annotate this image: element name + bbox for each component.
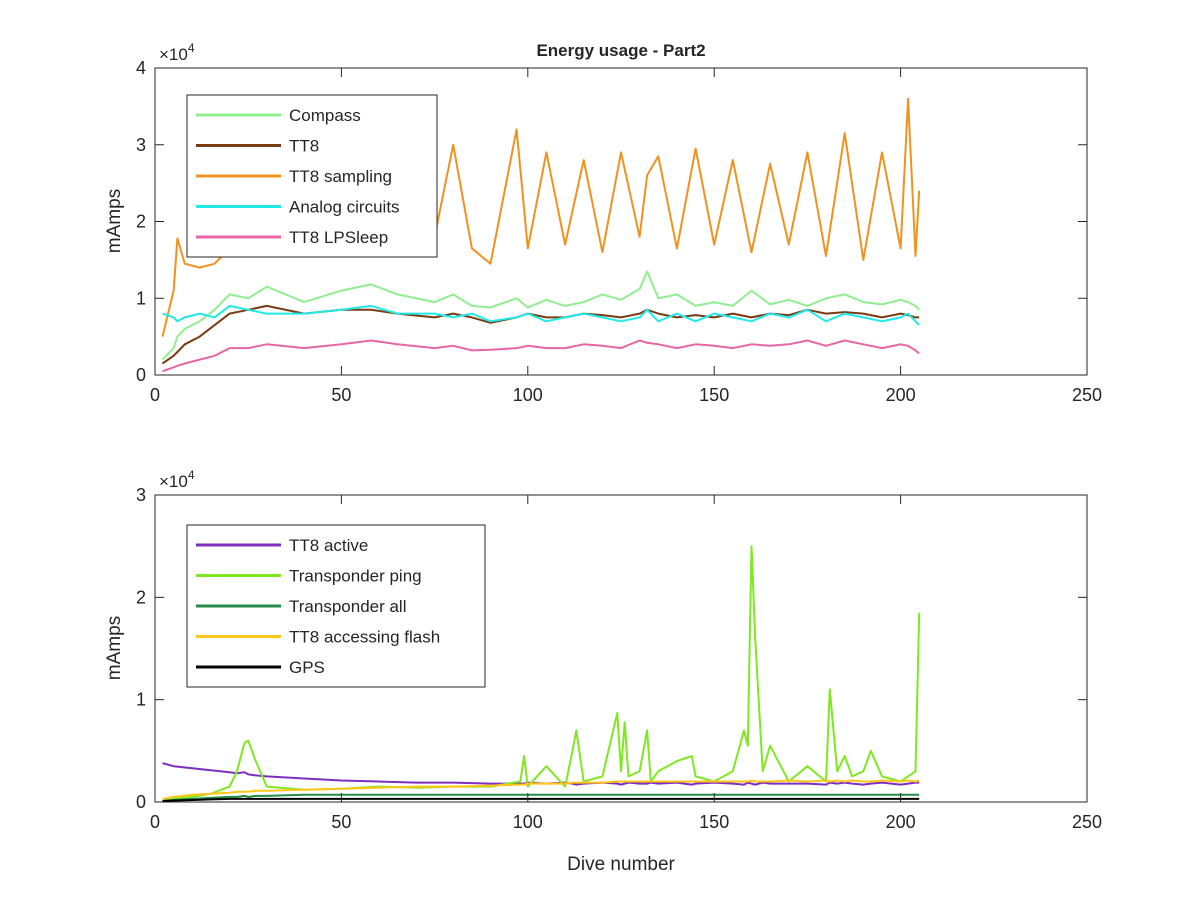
bottom-x-axis-label: Dive number — [567, 854, 675, 875]
bottom-x-tick-label: 100 — [513, 812, 543, 832]
top-x-tick-label: 150 — [699, 385, 729, 405]
bottom-x-tick-label: 200 — [886, 812, 916, 832]
bottom-series-layer — [162, 545, 921, 802]
bottom-series-transponder-ping — [162, 545, 921, 802]
top-legend-label-compass: Compass — [289, 106, 361, 125]
bottom-legend-label-transponder-ping: Transponder ping — [289, 567, 422, 586]
bottom-series-tt8-accessing-flash — [162, 779, 920, 800]
bottom-axes: 0 50 100 150 200 250 0 1 2 3 Dive number mAmps ×1… — [104, 468, 1102, 875]
top-series-layer — [161, 97, 921, 373]
bottom-y-multiplier-base: ×10 — [159, 472, 188, 491]
top-legend: Compass TT8 TT8 sampling Analog circuits TT8… — [186, 94, 438, 258]
bottom-y-multiplier-exponent: 4 — [188, 468, 195, 482]
top-ticks-layer: 0 50 100 150 200 250 0 1 2 3 4 — [136, 58, 1102, 405]
bottom-legend-label-tt8-active: TT8 active — [289, 536, 368, 555]
top-series-tt8-lpsleep — [162, 339, 920, 373]
top-y-multiplier: ×104 — [159, 41, 195, 64]
bottom-y-tick-label: 1 — [136, 690, 146, 710]
top-series-compass — [161, 270, 920, 361]
top-legend-label-analog-circuits: Analog circuits — [289, 198, 400, 217]
top-y-multiplier-exponent: 4 — [188, 41, 195, 55]
top-x-tick-label: 200 — [886, 385, 916, 405]
bottom-y-tick-label: 3 — [136, 485, 146, 505]
top-y-tick-label: 3 — [136, 135, 146, 155]
top-y-tick-label: 1 — [136, 288, 146, 308]
bottom-legend-label-transponder-all: Transponder all — [289, 597, 407, 616]
bottom-legend: TT8 active Transponder ping Transponder al… — [186, 524, 486, 688]
bottom-y-tick-label: 0 — [136, 792, 146, 812]
top-x-tick-label: 0 — [150, 385, 160, 405]
bottom-x-tick-label: 50 — [331, 812, 351, 832]
top-series-analog-circuits — [162, 304, 920, 326]
top-y-tick-label: 2 — [136, 212, 146, 232]
top-x-tick-label: 50 — [331, 385, 351, 405]
top-y-axis-label: mAmps — [104, 189, 125, 253]
bottom-y-tick-label: 2 — [136, 587, 146, 607]
bottom-legend-label-tt8-accessing-flash: TT8 accessing flash — [289, 628, 440, 647]
bottom-x-tick-label: 0 — [150, 812, 160, 832]
top-x-tick-label: 100 — [513, 385, 543, 405]
bottom-series-tt8-active — [162, 762, 920, 786]
top-y-multiplier-base: ×10 — [159, 45, 188, 64]
bottom-y-axis-label: mAmps — [104, 616, 125, 680]
top-chart-title: Energy usage - Part2 — [536, 41, 705, 60]
bottom-series-gps — [162, 797, 920, 802]
bottom-y-multiplier: ×104 — [159, 468, 195, 491]
top-legend-label-tt8: TT8 — [289, 137, 319, 156]
bottom-ticks-layer: 0 50 100 150 200 250 0 1 2 3 — [136, 485, 1102, 832]
top-x-tick-label: 250 — [1072, 385, 1102, 405]
top-axes: 0 50 100 150 200 250 0 1 2 3 4 Energy usage - Part… — [104, 41, 1102, 405]
top-legend-label-tt8-sampling: TT8 sampling — [289, 167, 392, 186]
bottom-series-transponder-all — [162, 793, 920, 802]
bottom-legend-label-gps: GPS — [289, 658, 325, 677]
bottom-x-tick-label: 250 — [1072, 812, 1102, 832]
top-legend-label-tt8-lpsleep: TT8 LPSleep — [289, 228, 388, 247]
top-y-tick-label: 4 — [136, 58, 146, 78]
top-y-tick-label: 0 — [136, 365, 146, 385]
bottom-x-tick-label: 150 — [699, 812, 729, 832]
